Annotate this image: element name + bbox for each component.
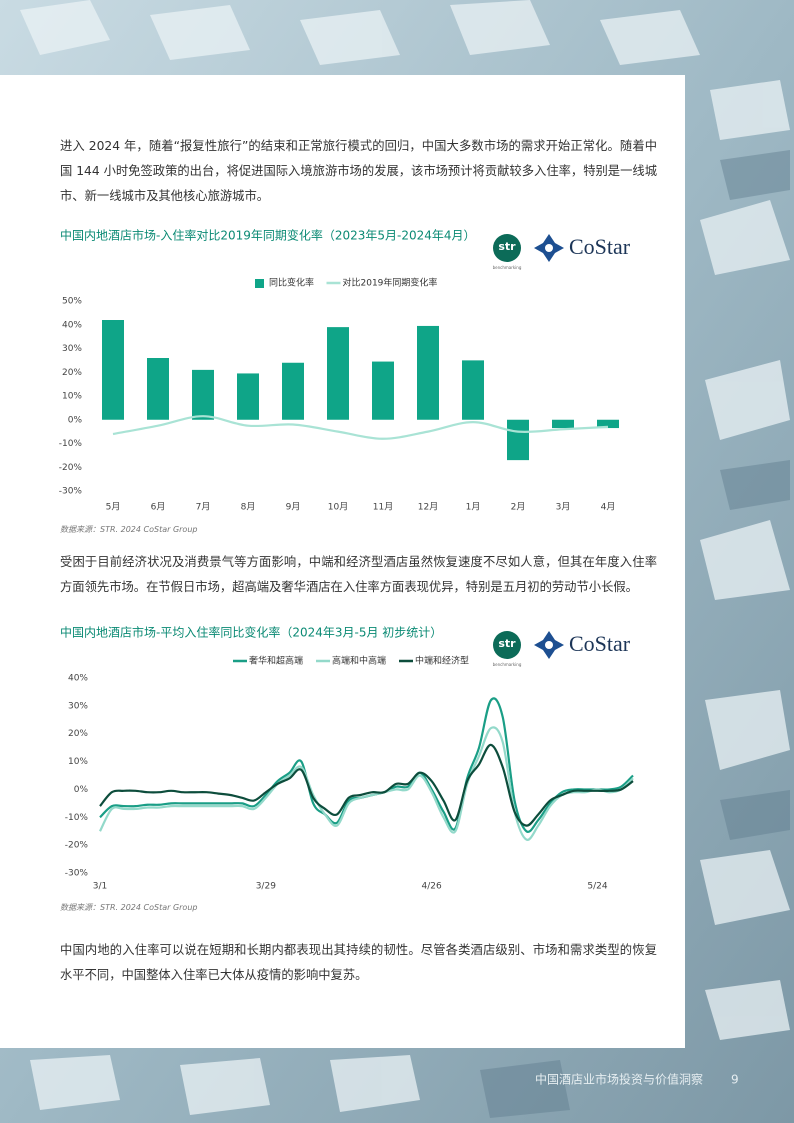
x-tick-label: 6月 [151, 502, 166, 513]
bar [282, 362, 304, 420]
str-logo-text: str [498, 240, 516, 253]
y-tick-label: -20% [65, 841, 89, 851]
source-note: 数据来源：STR. 2024 CoStar Group [60, 525, 198, 534]
chart-title: 中国内地酒店市场-平均入住率同比变化率（2024年3月-5月 初步统计） [60, 625, 442, 640]
y-tick-label: -20% [59, 463, 83, 473]
legend-label: 中端和经济型 [415, 655, 469, 667]
glass-pattern [20, 0, 790, 1115]
x-tick-label: 8月 [241, 502, 256, 513]
y-tick-label: 10% [68, 757, 88, 767]
x-tick-label: 3/1 [93, 882, 107, 892]
y-tick-label: 20% [62, 368, 82, 378]
x-tick-label: 12月 [418, 502, 438, 513]
x-tick-label: 2月 [511, 502, 526, 513]
str-logo-sub: benchmarking [493, 265, 522, 270]
bar [507, 419, 529, 461]
costar-logo-text: CoStar [569, 234, 631, 259]
bar [237, 373, 259, 420]
glass-shadow [480, 150, 790, 1118]
x-tick-label: 11月 [373, 502, 393, 513]
page-number: 9 [731, 1073, 739, 1087]
data-line [112, 415, 609, 440]
y-tick-label: 40% [62, 320, 82, 330]
y-tick-label: 10% [62, 392, 82, 402]
legend-label: 奢华和超高端 [249, 655, 303, 667]
y-tick-label: 40% [68, 674, 88, 684]
y-tick-label: 20% [68, 729, 88, 739]
bar [192, 369, 214, 420]
costar-logo-dot [545, 641, 553, 649]
str-logo [493, 234, 521, 262]
x-tick-label: 7月 [196, 502, 211, 513]
x-tick-label: 4/26 [422, 882, 442, 892]
content-panel [0, 75, 685, 1048]
data-line [99, 726, 634, 841]
y-tick-label: -10% [59, 439, 83, 449]
y-tick-label: -30% [65, 869, 89, 879]
x-tick-label: 5月 [106, 502, 121, 513]
legend-label: 同比变化率 [269, 277, 314, 289]
paragraph: 中国内地的入住率可以说在短期和长期内都表现出其持续的韧性。尽管各类酒店级别、市场… [60, 943, 657, 982]
source-note: 数据来源：STR. 2024 CoStar Group [60, 903, 198, 912]
x-tick-label: 4月 [601, 502, 616, 513]
paragraph: 受困于目前经济状况及消费景气等方面影响，中端和经济型酒店虽然恢复速度不尽如人意，… [60, 555, 657, 594]
str-logo [493, 631, 521, 659]
y-tick-label: 30% [62, 344, 82, 354]
paragraph: 进入 2024 年，随着“报复性旅行”的结束和正常旅行模式的回归，中国大多数市场… [60, 139, 657, 203]
costar-logo-dot [545, 244, 553, 252]
str-logo-text: str [498, 637, 516, 650]
legend-label: 对比2019年同期变化率 [343, 277, 438, 289]
chart-title: 中国内地酒店市场-入住率对比2019年同期变化率（2023年5月-2024年4月… [60, 228, 476, 243]
x-tick-label: 10月 [328, 502, 348, 513]
x-tick-label: 3/29 [256, 882, 276, 892]
bar [327, 327, 349, 420]
x-tick-label: 1月 [466, 502, 481, 513]
y-tick-label: 50% [62, 297, 82, 307]
bar [462, 360, 484, 420]
bar [597, 419, 619, 429]
x-tick-label: 5/24 [587, 882, 607, 892]
legend-marker [255, 279, 264, 288]
str-logo-sub: benchmarking [493, 662, 522, 667]
data-line [99, 743, 634, 827]
legend-label: 高端和中高端 [332, 655, 386, 667]
y-tick-label: 0% [74, 785, 89, 795]
x-tick-label: 9月 [286, 502, 301, 513]
bar [147, 358, 169, 420]
bar [372, 361, 394, 420]
bar [552, 419, 574, 429]
y-tick-label: -10% [65, 813, 89, 823]
bar [102, 320, 124, 420]
footer-title: 中国酒店业市场投资与价值洞察 [535, 1072, 703, 1087]
x-tick-label: 3月 [556, 502, 571, 513]
bar [417, 325, 439, 420]
y-tick-label: 0% [68, 415, 83, 425]
y-tick-label: 30% [68, 701, 88, 711]
y-tick-label: -30% [59, 487, 83, 497]
costar-logo-text: CoStar [569, 631, 631, 656]
